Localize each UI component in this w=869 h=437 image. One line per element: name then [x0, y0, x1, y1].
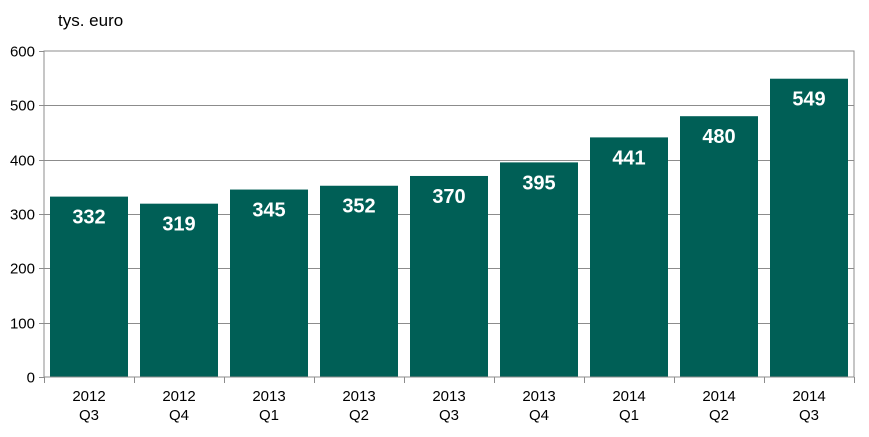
bar-value-label: 345: [252, 200, 285, 222]
bar-value-label: 480: [702, 126, 735, 148]
x-tick-label-year: 2012: [162, 388, 195, 405]
plot-area-frame: [43, 50, 855, 378]
y-tick-label: 600: [10, 44, 35, 61]
y-axis-unit-label: tys. euro: [58, 11, 123, 30]
bar: [590, 137, 668, 377]
y-tick-label: 0: [27, 370, 35, 387]
bar: [500, 162, 578, 377]
bar: [320, 185, 398, 377]
x-tick-label-quarter: Q3: [79, 407, 99, 424]
bar: [410, 175, 488, 377]
bar-value-label: 370: [432, 186, 465, 208]
x-tick-label-quarter: Q2: [349, 407, 369, 424]
bar-value-label: 332: [72, 207, 105, 229]
x-tick-label-year: 2014: [612, 388, 645, 405]
x-tick-label-year: 2012: [72, 388, 105, 405]
bar-value-label: 352: [342, 196, 375, 218]
y-axis-ticks: 0 100 200 300 400 500 600: [10, 44, 44, 387]
y-tick-label: 300: [10, 207, 35, 224]
bar: [770, 78, 848, 378]
y-tick-label: 100: [10, 316, 35, 333]
x-tick-label-year: 2014: [702, 388, 735, 405]
x-tick-label-year: 2013: [252, 388, 285, 405]
bar-value-label: 441: [612, 147, 645, 169]
bar: [140, 203, 218, 377]
y-tick-label: 400: [10, 153, 35, 170]
x-tick-label-quarter: Q4: [169, 407, 189, 424]
y-tick-label: 500: [10, 98, 35, 115]
data-labels: 332 319 345 352 370 395 441 480 549: [72, 89, 825, 236]
x-tick-label-quarter: Q1: [619, 407, 639, 424]
x-tick-label-quarter: Q1: [259, 407, 279, 424]
bars: [50, 78, 848, 378]
bar: [50, 196, 128, 377]
bar-value-label: 395: [522, 172, 555, 194]
x-tick-label-year: 2014: [792, 388, 825, 405]
x-tick-label-quarter: Q2: [709, 407, 729, 424]
bar-value-label: 549: [792, 89, 825, 111]
y-tick-label: 200: [10, 261, 35, 278]
x-tick-label-quarter: Q4: [529, 407, 549, 424]
x-tick-label-year: 2013: [432, 388, 465, 405]
x-tick-label-quarter: Q3: [799, 407, 819, 424]
x-tick-label-year: 2013: [342, 388, 375, 405]
bar: [230, 189, 308, 377]
x-tick-label-quarter: Q3: [439, 407, 459, 424]
x-axis-ticks: 2012 Q3 2012 Q4 2013 Q1 2013 Q2 2013 Q3 2013 Q4 2014…: [44, 377, 855, 424]
x-tick-label-year: 2013: [522, 388, 555, 405]
bar: [680, 116, 758, 377]
bar-value-label: 319: [162, 214, 195, 236]
